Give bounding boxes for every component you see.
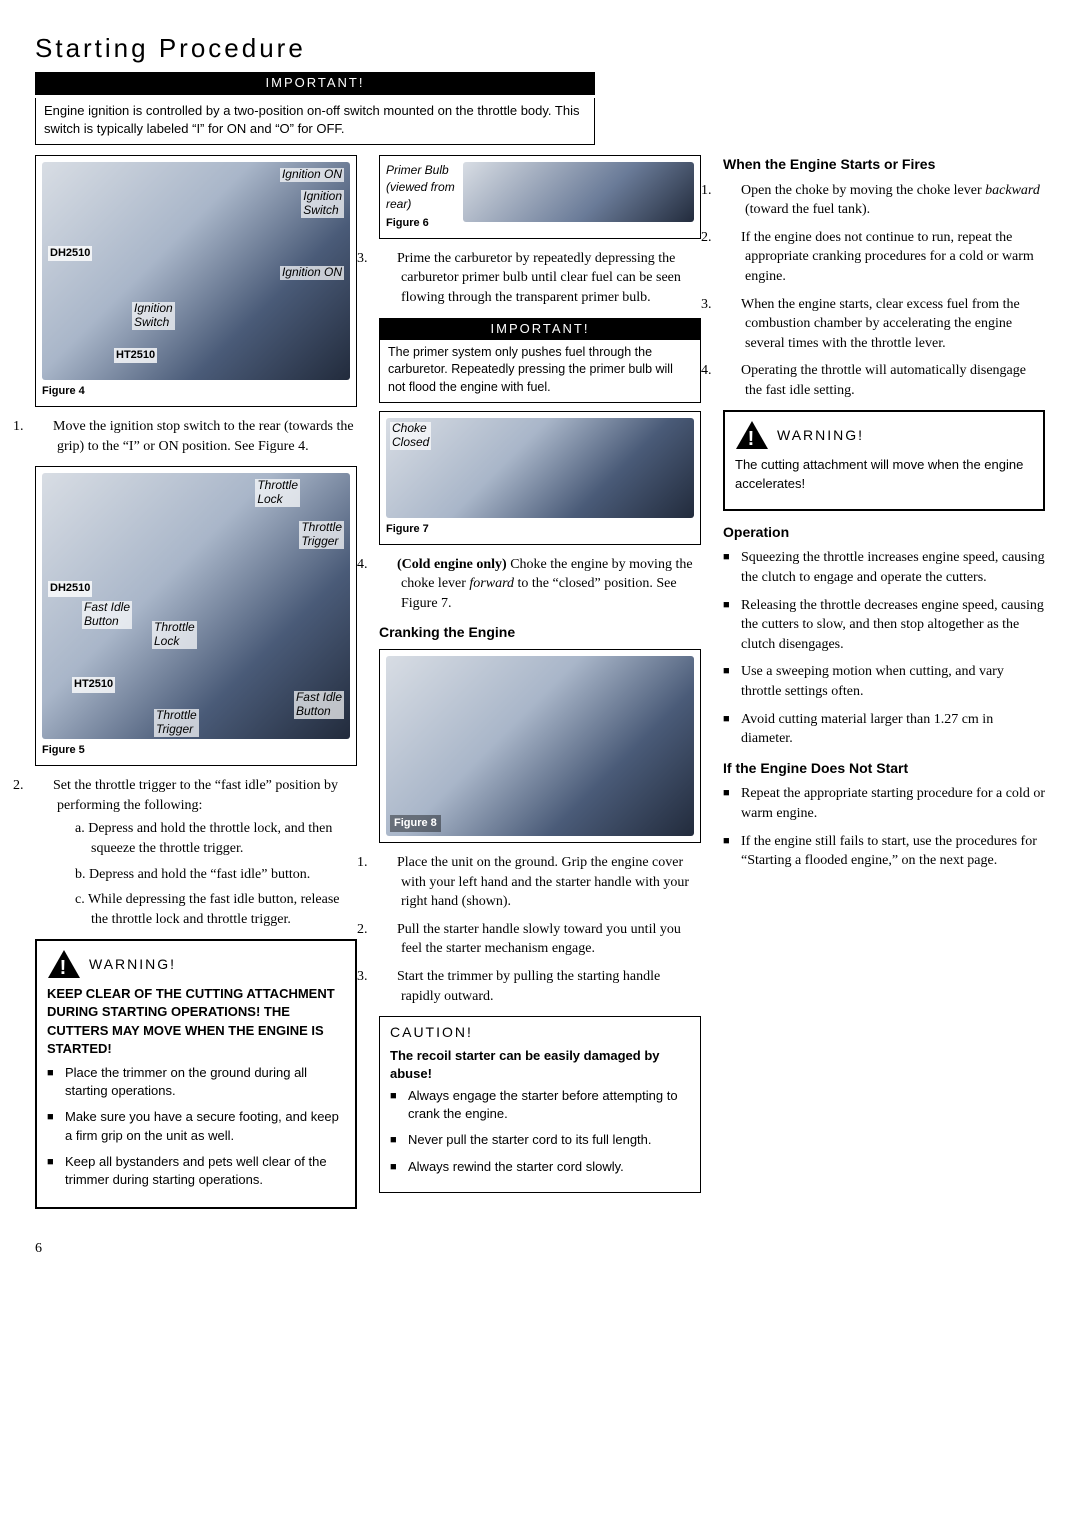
step-2b: b. Depress and hold the “fast idle” butt… bbox=[75, 865, 357, 885]
when-step-2-text: If the engine does not continue to run, … bbox=[741, 230, 1034, 284]
fig5-fast-idle-2: Fast Idle Button bbox=[294, 691, 344, 719]
warning-title-col3: WARNING! bbox=[777, 426, 864, 446]
when-step-2: 2.If the engine does not continue to run… bbox=[723, 228, 1045, 287]
warning-text-col3: The cutting attachment will move when th… bbox=[735, 456, 1033, 492]
caution-bullet-3: Always rewind the starter cord slowly. bbox=[390, 1158, 690, 1176]
fig4-label-ignition-switch-2: Ignition Switch bbox=[132, 302, 175, 330]
column-1: Ignition ON Ignition Switch DH2510 Ignit… bbox=[35, 155, 357, 1221]
nostart-bullet-2: If the engine still fails to start, use … bbox=[723, 832, 1045, 871]
fig6-label: Primer Bulb (viewed from rear) bbox=[386, 162, 455, 212]
figure-6-caption: Figure 6 bbox=[386, 216, 455, 231]
step-1-text: Move the ignition stop switch to the rea… bbox=[53, 419, 354, 454]
operation-bullet-2: Releasing the throttle decreases engine … bbox=[723, 596, 1045, 655]
cranking-heading: Cranking the Engine bbox=[379, 623, 701, 643]
operation-heading: Operation bbox=[723, 523, 1045, 543]
step-2c: c. While depressing the fast idle button… bbox=[75, 890, 357, 929]
column-2: Primer Bulb (viewed from rear) Figure 6 … bbox=[379, 155, 701, 1221]
warning-triangle-icon: ! bbox=[735, 420, 769, 450]
when-step-4: 4.Operating the throttle will automatica… bbox=[723, 361, 1045, 400]
svg-text:!: ! bbox=[60, 957, 69, 979]
step-2c-text: While depressing the fast idle button, r… bbox=[88, 892, 340, 927]
when-engine-heading: When the Engine Starts or Fires bbox=[723, 155, 1045, 175]
fig4-label-ignition-on-1: Ignition ON bbox=[280, 168, 344, 182]
crank-step-1: 1.Place the unit on the ground. Grip the… bbox=[379, 853, 701, 912]
operation-bullet-1: Squeezing the throttle increases engine … bbox=[723, 548, 1045, 587]
when-step-3: 3.When the engine starts, clear excess f… bbox=[723, 295, 1045, 354]
page-number: 6 bbox=[35, 1239, 1045, 1259]
figure-5: Throttle Lock Throttle Trigger DH2510 Fa… bbox=[35, 466, 357, 766]
when-step-4-text: Operating the throttle will automaticall… bbox=[741, 363, 1026, 398]
step-3: 3.Prime the carburetor by repeatedly dep… bbox=[379, 249, 701, 308]
step-2a-text: Depress and hold the throttle lock, and … bbox=[88, 821, 332, 856]
step-4-ital: forward bbox=[469, 576, 514, 591]
when-step-1b: backward bbox=[985, 183, 1040, 198]
crank-step-2: 2.Pull the starter handle slowly toward … bbox=[379, 920, 701, 959]
operation-bullet-3: Use a sweeping motion when cutting, and … bbox=[723, 662, 1045, 701]
warning-box-col3: ! WARNING! The cutting attachment will m… bbox=[723, 410, 1045, 510]
step-4-prefix: (Cold engine only) bbox=[397, 557, 510, 572]
fig5-throttle-lock-1: Throttle Lock bbox=[255, 479, 300, 507]
important-label-col2: IMPORTANT! bbox=[379, 318, 701, 340]
figure-7-caption: Figure 7 bbox=[386, 522, 694, 537]
warning-box-col1: ! WARNING! KEEP CLEAR OF THE CUTTING ATT… bbox=[35, 939, 357, 1209]
figure-8: Figure 8 bbox=[379, 649, 701, 843]
figure-6: Primer Bulb (viewed from rear) Figure 6 bbox=[379, 155, 701, 239]
operation-bullet-4: Avoid cutting material larger than 1.27 … bbox=[723, 710, 1045, 749]
step-4: 4.(Cold engine only) Choke the engine by… bbox=[379, 555, 701, 614]
column-3: When the Engine Starts or Fires 1.Open t… bbox=[723, 155, 1045, 1221]
warning-title: WARNING! bbox=[89, 955, 176, 975]
nostart-bullet-1: Repeat the appropriate starting procedur… bbox=[723, 784, 1045, 823]
fig4-label-ignition-switch-1: Ignition Switch bbox=[301, 190, 344, 218]
step-2: 2.Set the throttle trigger to the “fast … bbox=[35, 776, 357, 929]
warning-bullet-1: Place the trimmer on the ground during a… bbox=[47, 1064, 345, 1100]
important-banner-top: IMPORTANT! bbox=[35, 72, 595, 94]
fig4-label-ignition-on-2: Ignition ON bbox=[280, 266, 344, 280]
caution-strong: The recoil starter can be easily damaged… bbox=[390, 1047, 690, 1083]
warning-bullet-2: Make sure you have a secure footing, and… bbox=[47, 1108, 345, 1144]
fig5-model-dh2510: DH2510 bbox=[48, 581, 92, 596]
caution-box: CAUTION! The recoil starter can be easil… bbox=[379, 1016, 701, 1193]
step-2a: a. Depress and hold the throttle lock, a… bbox=[75, 819, 357, 858]
fig4-model-ht2510: HT2510 bbox=[114, 348, 157, 363]
figure-4: Ignition ON Ignition Switch DH2510 Ignit… bbox=[35, 155, 357, 407]
fig4-model-dh2510: DH2510 bbox=[48, 246, 92, 261]
warning-triangle-icon: ! bbox=[47, 949, 81, 979]
fig5-throttle-trigger-1: Throttle Trigger bbox=[299, 521, 344, 549]
when-step-3-text: When the engine starts, clear excess fue… bbox=[741, 297, 1020, 351]
fig6-image bbox=[463, 162, 694, 222]
crank-step-3-text: Start the trimmer by pulling the startin… bbox=[397, 969, 660, 1004]
caution-title: CAUTION! bbox=[390, 1023, 690, 1043]
figure-5-caption: Figure 5 bbox=[42, 743, 350, 758]
crank-step-3: 3.Start the trimmer by pulling the start… bbox=[379, 967, 701, 1006]
figure-7: Choke Closed Figure 7 bbox=[379, 411, 701, 544]
figure-4-caption: Figure 4 bbox=[42, 384, 350, 399]
when-step-1a: Open the choke by moving the choke lever bbox=[741, 183, 985, 198]
caution-bullet-1: Always engage the starter before attempt… bbox=[390, 1087, 690, 1123]
nostart-heading: If the Engine Does Not Start bbox=[723, 759, 1045, 779]
crank-step-2-text: Pull the starter handle slowly toward yo… bbox=[397, 922, 681, 957]
svg-text:!: ! bbox=[748, 428, 757, 450]
fig5-throttle-trigger-2: Throttle Trigger bbox=[154, 709, 199, 737]
important-col2: IMPORTANT! The primer system only pushes… bbox=[379, 318, 701, 404]
step-2b-text: Depress and hold the “fast idle” button. bbox=[89, 867, 310, 882]
fig5-fast-idle-1: Fast Idle Button bbox=[82, 601, 132, 629]
warning-headline: KEEP CLEAR OF THE CUTTING ATTACHMENT DUR… bbox=[47, 985, 345, 1058]
important-note-top: Engine ignition is controlled by a two-p… bbox=[35, 98, 595, 145]
crank-step-1-text: Place the unit on the ground. Grip the e… bbox=[397, 855, 689, 909]
caution-bullet-2: Never pull the starter cord to its full … bbox=[390, 1131, 690, 1149]
fig5-model-ht2510: HT2510 bbox=[72, 677, 115, 692]
important-body-col2: The primer system only pushes fuel throu… bbox=[379, 340, 701, 404]
fig7-label: Choke Closed bbox=[390, 422, 431, 450]
warning-bullet-3: Keep all bystanders and pets well clear … bbox=[47, 1153, 345, 1189]
when-step-1: 1.Open the choke by moving the choke lev… bbox=[723, 181, 1045, 220]
when-step-1c: (toward the fuel tank). bbox=[745, 202, 870, 217]
step-3-text: Prime the carburetor by repeatedly depre… bbox=[397, 251, 681, 305]
step-1: 1.Move the ignition stop switch to the r… bbox=[35, 417, 357, 456]
page-title: Starting Procedure bbox=[35, 30, 1045, 66]
fig5-throttle-lock-2: Throttle Lock bbox=[152, 621, 197, 649]
figure-8-caption: Figure 8 bbox=[390, 815, 441, 832]
step-2-text: Set the throttle trigger to the “fast id… bbox=[53, 778, 338, 813]
